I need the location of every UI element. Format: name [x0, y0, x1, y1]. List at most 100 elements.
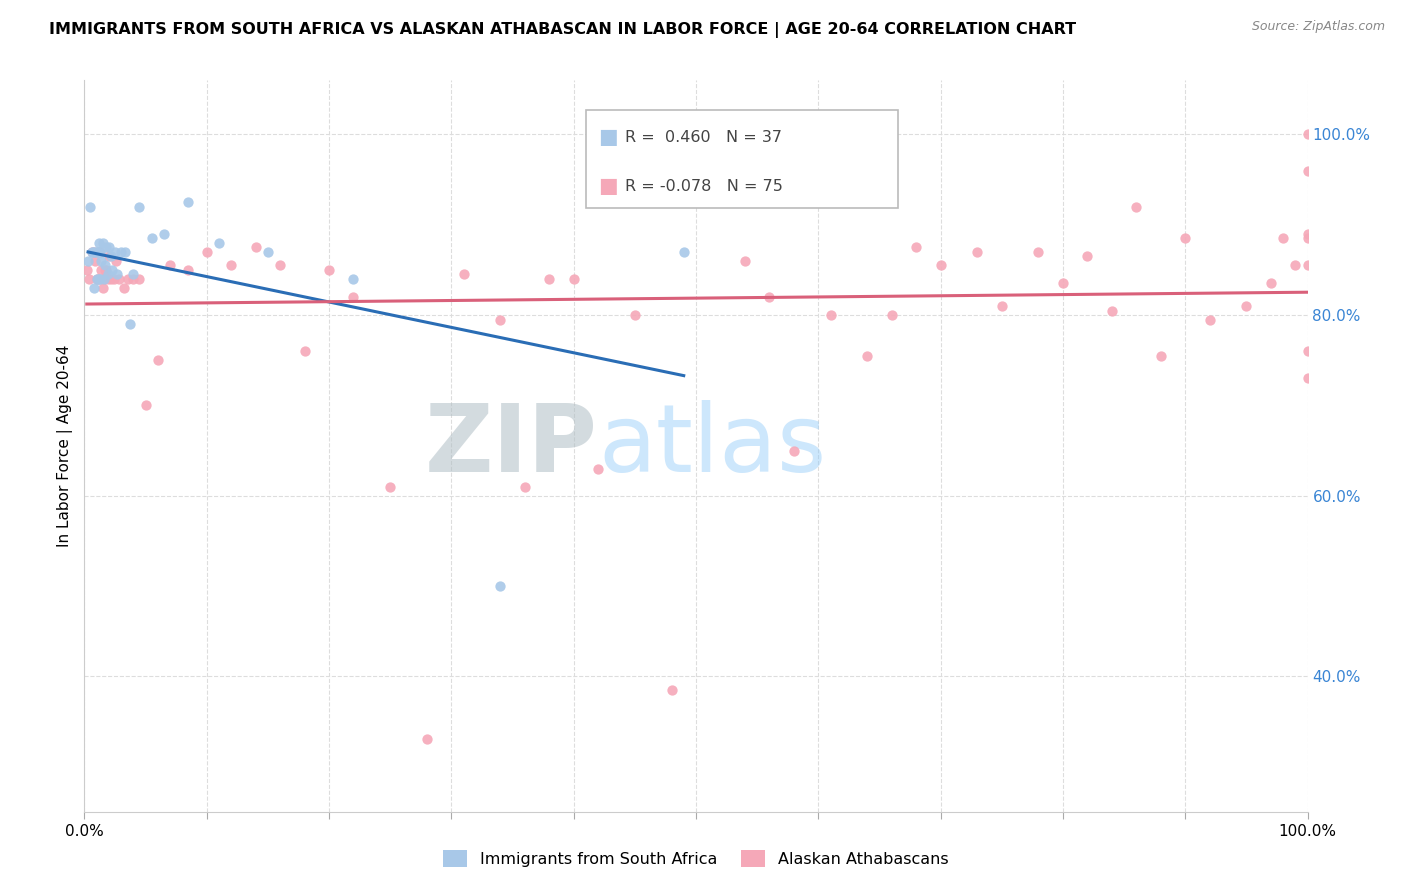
Point	[624, 308, 647, 322]
Point	[219, 259, 242, 273]
Point	[856, 349, 879, 363]
Text: Source: ZipAtlas.com: Source: ZipAtlas.com	[1251, 20, 1385, 33]
Point	[1260, 277, 1282, 291]
Point	[820, 308, 842, 322]
Point	[105, 268, 128, 282]
Point	[112, 281, 135, 295]
Point	[513, 480, 536, 494]
Point	[905, 240, 928, 254]
Point	[1150, 349, 1173, 363]
Point	[318, 263, 340, 277]
Point	[76, 263, 98, 277]
Point	[103, 272, 125, 286]
Point	[89, 272, 111, 286]
Point	[177, 263, 200, 277]
Point	[342, 272, 364, 286]
Point	[489, 579, 512, 593]
Point	[84, 253, 107, 268]
Point	[991, 299, 1014, 313]
Point	[342, 290, 364, 304]
Point	[94, 259, 117, 273]
Point	[110, 244, 132, 259]
Point	[1052, 277, 1074, 291]
Point	[82, 244, 104, 259]
Point	[96, 240, 118, 254]
Point	[966, 244, 988, 259]
Point	[97, 249, 120, 263]
Point	[122, 272, 145, 286]
Point	[128, 272, 150, 286]
Point	[87, 272, 110, 286]
Point	[146, 353, 169, 368]
Legend: Immigrants from South Africa, Alaskan Athabascans: Immigrants from South Africa, Alaskan At…	[437, 844, 955, 873]
Point	[1076, 249, 1098, 263]
Point	[1296, 371, 1319, 385]
Point	[96, 263, 118, 277]
Point	[90, 263, 112, 277]
Text: R =  0.460   N = 37: R = 0.460 N = 37	[626, 130, 782, 145]
Point	[77, 272, 100, 286]
Point	[929, 259, 952, 273]
Point	[1272, 231, 1295, 245]
Point	[489, 312, 512, 326]
Point	[1296, 344, 1319, 359]
Point	[90, 253, 112, 268]
Point	[1284, 259, 1306, 273]
Point	[1236, 299, 1258, 313]
Point	[294, 344, 316, 359]
Point	[100, 272, 122, 286]
Point	[562, 272, 585, 286]
Point	[89, 244, 111, 259]
Point	[91, 281, 114, 295]
Point	[380, 480, 402, 494]
Point	[1125, 200, 1147, 214]
Point	[100, 249, 122, 263]
Point	[1296, 231, 1319, 245]
Point	[453, 268, 475, 282]
Point	[97, 268, 120, 282]
Point	[159, 259, 181, 273]
Point	[83, 244, 105, 259]
Point	[269, 259, 291, 273]
Point	[128, 200, 150, 214]
Point	[86, 272, 108, 286]
Point	[107, 272, 129, 286]
Point	[93, 272, 115, 286]
Point	[1028, 244, 1050, 259]
Point	[117, 272, 139, 286]
Point	[586, 461, 609, 475]
Point	[1296, 128, 1319, 142]
Text: ■: ■	[598, 128, 617, 147]
Point	[77, 253, 100, 268]
Point	[195, 244, 218, 259]
Point	[1198, 312, 1220, 326]
Point	[208, 235, 231, 250]
Point	[1296, 227, 1319, 241]
Point	[661, 682, 683, 697]
Point	[86, 244, 108, 259]
Point	[87, 235, 110, 250]
FancyBboxPatch shape	[586, 110, 898, 209]
Point	[83, 281, 105, 295]
Point	[135, 398, 157, 412]
Point	[245, 240, 267, 254]
Point	[697, 191, 720, 205]
Point	[104, 244, 127, 259]
Y-axis label: In Labor Force | Age 20-64: In Labor Force | Age 20-64	[58, 345, 73, 547]
Point	[105, 253, 128, 268]
Point	[122, 268, 145, 282]
Point	[783, 443, 806, 458]
Point	[1174, 231, 1197, 245]
Point	[153, 227, 176, 241]
Point	[87, 244, 110, 259]
Point	[141, 231, 163, 245]
Point	[80, 244, 103, 259]
Point	[97, 240, 120, 254]
Text: ZIP: ZIP	[425, 400, 598, 492]
Point	[114, 244, 136, 259]
Point	[89, 244, 111, 259]
Point	[84, 244, 107, 259]
Point	[1296, 163, 1319, 178]
Point	[86, 272, 108, 286]
Point	[538, 272, 561, 286]
